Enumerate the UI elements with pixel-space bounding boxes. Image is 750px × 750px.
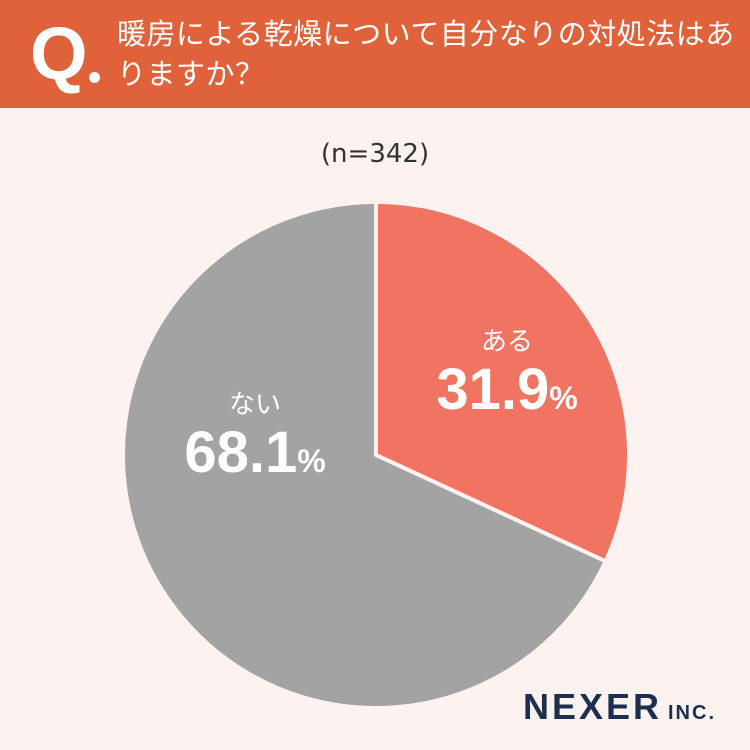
pie-slice-nai xyxy=(121,200,608,710)
q-dot-icon xyxy=(89,72,100,83)
nexer-logo: NEXER INC. xyxy=(523,686,716,728)
slice-number-nai: 68.1 xyxy=(184,420,298,485)
question-banner: Q 暖房による乾燥について自分なりの対処法はありますか？ xyxy=(0,0,750,108)
slice-number-aru: 31.9 xyxy=(436,357,550,422)
slice-name-nai: ない xyxy=(228,390,281,420)
slice-value-nai: 68.1% xyxy=(135,420,375,494)
brand-name: NEXER xyxy=(522,686,662,727)
slice-label-nai: ない 68.1% xyxy=(135,390,375,494)
slice-name-aru: ある xyxy=(480,327,533,357)
slice-unit-nai: % xyxy=(297,443,326,479)
slice-label-aru: ある 31.9% xyxy=(387,327,627,431)
question-text: 暖房による乾燥について自分なりの対処法はありますか？ xyxy=(117,17,735,91)
q-mark: Q xyxy=(30,12,88,95)
sample-size: (n=342) xyxy=(320,139,430,169)
slice-value-aru: 31.9% xyxy=(387,357,627,431)
slice-unit-aru: % xyxy=(549,380,578,416)
pie-slice-aru xyxy=(374,200,631,564)
brand-suffix: INC. xyxy=(668,702,716,724)
